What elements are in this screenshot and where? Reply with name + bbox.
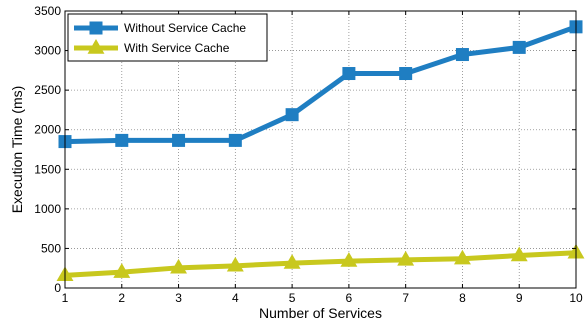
- x-axis-label: Number of Services: [259, 305, 382, 321]
- data-point: [285, 108, 299, 122]
- x-tick-label: 3: [175, 291, 182, 305]
- axis-ticks: 0 500 1000 1500 2000 2500 3000 3500 1 2 3 4 5 6 7 8 9 10: [34, 4, 583, 305]
- series-1: [58, 20, 583, 149]
- plot-frame: [64, 10, 577, 289]
- y-tick-label: 0: [54, 281, 61, 295]
- series-line: [64, 250, 577, 278]
- data-point: [113, 263, 131, 278]
- legend: Without Service Cache With Service Cache: [67, 13, 268, 62]
- legend-label: With Service Cache: [124, 41, 230, 55]
- data-point: [283, 254, 301, 269]
- data-point: [228, 133, 242, 147]
- x-tick-label: 8: [459, 291, 466, 305]
- legend-swatch-marker: [89, 21, 103, 35]
- x-tick-label: 4: [232, 291, 239, 305]
- data-point: [453, 249, 471, 265]
- x-tick-label: 10: [569, 291, 583, 305]
- data-point: [170, 258, 188, 274]
- x-tick-label: 5: [289, 291, 296, 305]
- legend-swatch-marker: [87, 38, 105, 54]
- x-tick-label: 2: [118, 291, 125, 305]
- y-tick-label: 3500: [34, 4, 61, 18]
- data-point: [455, 48, 469, 62]
- series-line: [64, 24, 577, 145]
- y-tick-label: 1500: [34, 162, 61, 176]
- data-point: [399, 67, 413, 81]
- legend-label: Without Service Cache: [124, 21, 246, 35]
- y-tick-label: 3000: [34, 44, 61, 58]
- data-point: [342, 67, 356, 81]
- data-point: [510, 246, 528, 262]
- data-point: [172, 133, 186, 147]
- legend-entry: Without Service Cache: [74, 21, 246, 35]
- x-tick-label: 6: [346, 291, 353, 305]
- data-point: [226, 256, 244, 272]
- data-point: [115, 133, 129, 147]
- series-2: [56, 243, 585, 282]
- x-tick-label: 1: [62, 291, 69, 305]
- x-tick-label: 9: [516, 291, 523, 305]
- legend-entry: With Service Cache: [74, 38, 230, 55]
- y-tick-label: 2500: [34, 83, 61, 97]
- y-axis-label: Execution Time (ms): [9, 86, 25, 214]
- x-tick-label: 7: [402, 291, 409, 305]
- y-tick-label: 1000: [34, 202, 61, 216]
- grid-lines: [65, 11, 576, 288]
- data-point: [340, 252, 358, 267]
- y-tick-label: 500: [41, 241, 61, 255]
- data-point: [397, 250, 415, 266]
- series-layer: [56, 20, 585, 282]
- y-tick-label: 2000: [34, 123, 61, 137]
- data-point: [512, 40, 526, 54]
